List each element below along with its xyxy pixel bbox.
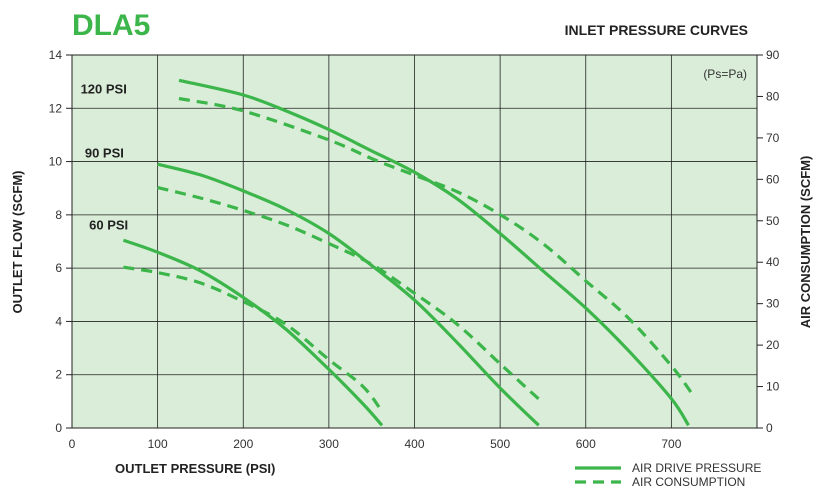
curve-label: 90 PSI [85,146,124,161]
y2-tick-label: 10 [766,380,780,394]
curve-label: 120 PSI [81,82,127,97]
curves [122,78,695,427]
y2-tick-label: 60 [766,172,780,186]
x-tick-label: 300 [319,437,339,451]
y-tick-label: 4 [55,314,62,328]
chart-title: INLET PRESSURE CURVES [565,22,748,38]
y2-tick-label: 70 [766,131,780,145]
y2-tick-label: 40 [766,255,780,269]
curve-90-psi-dashed [157,186,540,401]
y2-tick-label: 90 [766,48,780,62]
curve-60-psi-dashed [123,265,384,413]
legend-label: AIR DRIVE PRESSURE [632,461,761,475]
y-tick-label: 10 [49,155,63,169]
y-tick-label: 14 [49,48,63,62]
x-axis-ticks: 0 100 200 300 400 500 600 700 [69,437,682,451]
y-tick-label: 0 [55,421,62,435]
plot-frame [71,54,758,429]
y2-axis-ticks: 0 10 20 30 40 50 60 70 80 90 [757,48,780,435]
y-axis-label: OUTLET FLOW (SCFM) [10,171,25,314]
y2-axis-label: AIR CONSUMPTION (SCFM) [798,156,813,329]
y2-tick-label: 50 [766,214,780,228]
y2-tick-label: 0 [766,421,773,435]
legend-label: AIR CONSUMPTION [632,475,745,489]
pressure-note: (Ps=Pa) [703,67,747,81]
x-tick-label: 400 [404,437,424,451]
curve-labels: 120 PSI 90 PSI 60 PSI [81,82,129,233]
curve-90-psi-solid [157,162,540,427]
y2-tick-label: 80 [766,89,780,103]
x-axis-label: OUTLET PRESSURE (PSI) [115,461,275,476]
x-tick-label: 200 [233,437,253,451]
x-tick-label: 100 [148,437,168,451]
curve-label: 60 PSI [89,218,128,233]
x-tick-label: 500 [490,437,510,451]
x-tick-label: 600 [576,437,596,451]
y-axis-ticks: 0 2 4 6 8 10 12 14 [49,48,72,435]
curve-120-psi-solid [178,78,690,427]
curve-120-psi-dashed [178,96,695,396]
model-title: DLA5 [72,9,150,42]
x-tick-label: 700 [661,437,681,451]
x-tick-label: 0 [69,437,76,451]
y-tick-label: 6 [55,261,62,275]
y-tick-label: 2 [55,368,62,382]
y-tick-label: 8 [55,208,62,222]
y2-tick-label: 30 [766,297,780,311]
y2-tick-label: 20 [766,338,780,352]
y-tick-label: 12 [49,101,63,115]
